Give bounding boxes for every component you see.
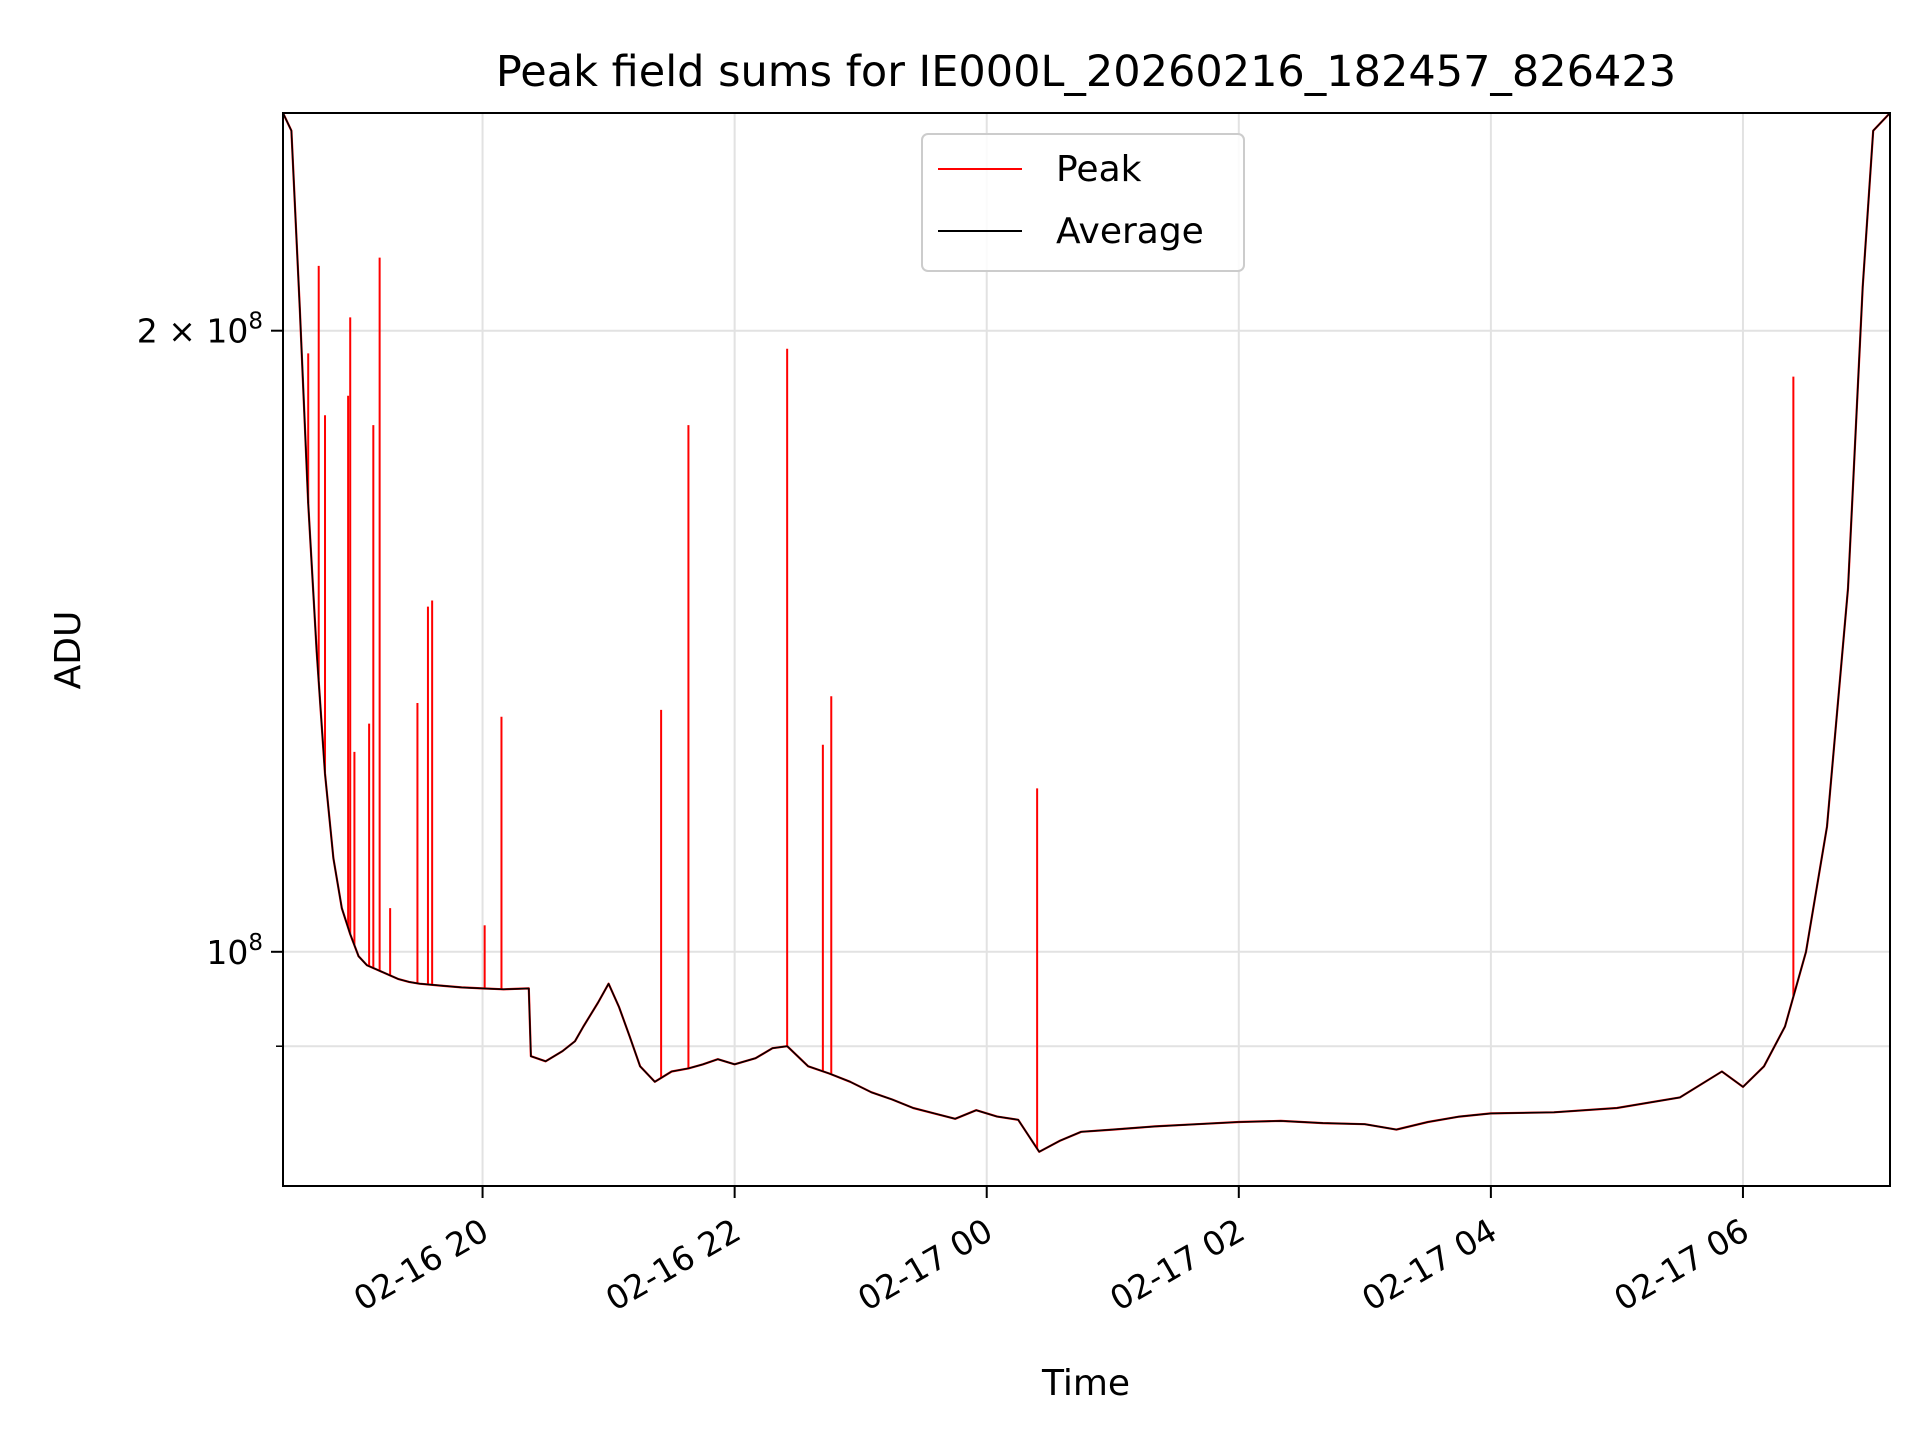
y-tick-label: 2 × 108 (137, 309, 263, 351)
x-tick-label: 02-17 04 (1355, 1211, 1503, 1319)
average-series-line (282, 112, 1891, 1153)
x-axis-label: Time (1041, 1363, 1130, 1404)
x-tick-label: 02-17 00 (851, 1211, 999, 1319)
x-tick-label: 02-16 22 (599, 1211, 747, 1319)
grid (283, 113, 1890, 1186)
x-tick-label: 02-17 02 (1103, 1211, 1251, 1319)
y-tick-label: 108 (206, 930, 263, 972)
x-ticks: 02-16 20 02-16 22 02-17 00 02-17 02 02-17 04… (347, 1186, 1755, 1319)
x-tick-label: 02-16 20 (347, 1211, 495, 1319)
plot-frame (282, 112, 1891, 1187)
legend-label: Average (1056, 211, 1204, 252)
legend: Peak Average (921, 133, 1245, 272)
y-axis-label: ADU (48, 611, 89, 690)
legend-label: Peak (1056, 149, 1142, 190)
x-tick-label: 02-17 06 (1607, 1211, 1755, 1319)
series-group (282, 112, 1891, 1153)
chart-title: Peak field sums for IE000L_20260216_1824… (496, 47, 1676, 97)
y-ticks: 108 2 × 108 (137, 309, 283, 1047)
